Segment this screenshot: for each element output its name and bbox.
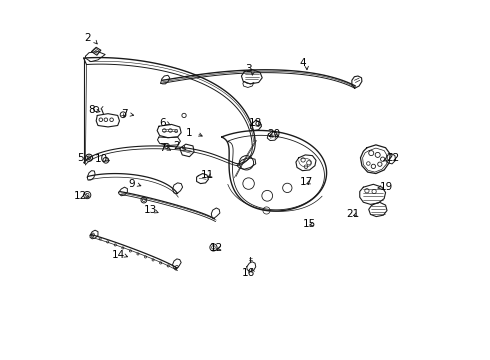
Text: 18: 18	[249, 118, 262, 128]
Text: 19: 19	[380, 182, 393, 192]
Text: [5]: [5]	[269, 134, 276, 139]
Text: 13: 13	[144, 206, 157, 216]
Text: 10: 10	[95, 154, 108, 164]
Text: 12: 12	[74, 191, 87, 201]
Text: 20: 20	[267, 129, 280, 139]
Text: 6: 6	[159, 118, 166, 128]
Text: 11: 11	[201, 170, 214, 180]
Text: 22: 22	[386, 153, 399, 163]
Text: 14: 14	[112, 250, 125, 260]
Text: 16: 16	[242, 268, 255, 278]
Text: 21: 21	[346, 209, 359, 219]
Text: 12: 12	[210, 243, 223, 253]
Text: 7: 7	[122, 109, 128, 119]
Text: 2: 2	[84, 33, 91, 43]
Text: 5: 5	[77, 153, 84, 163]
Text: 1: 1	[186, 129, 193, 138]
Text: 4: 4	[299, 58, 306, 68]
Text: 8: 8	[88, 105, 95, 115]
Text: 3: 3	[245, 64, 252, 74]
Text: 9: 9	[129, 179, 135, 189]
Text: 17: 17	[299, 177, 313, 187]
Text: 2: 2	[173, 141, 180, 151]
Text: 7: 7	[159, 143, 166, 153]
Text: 15: 15	[303, 219, 316, 229]
